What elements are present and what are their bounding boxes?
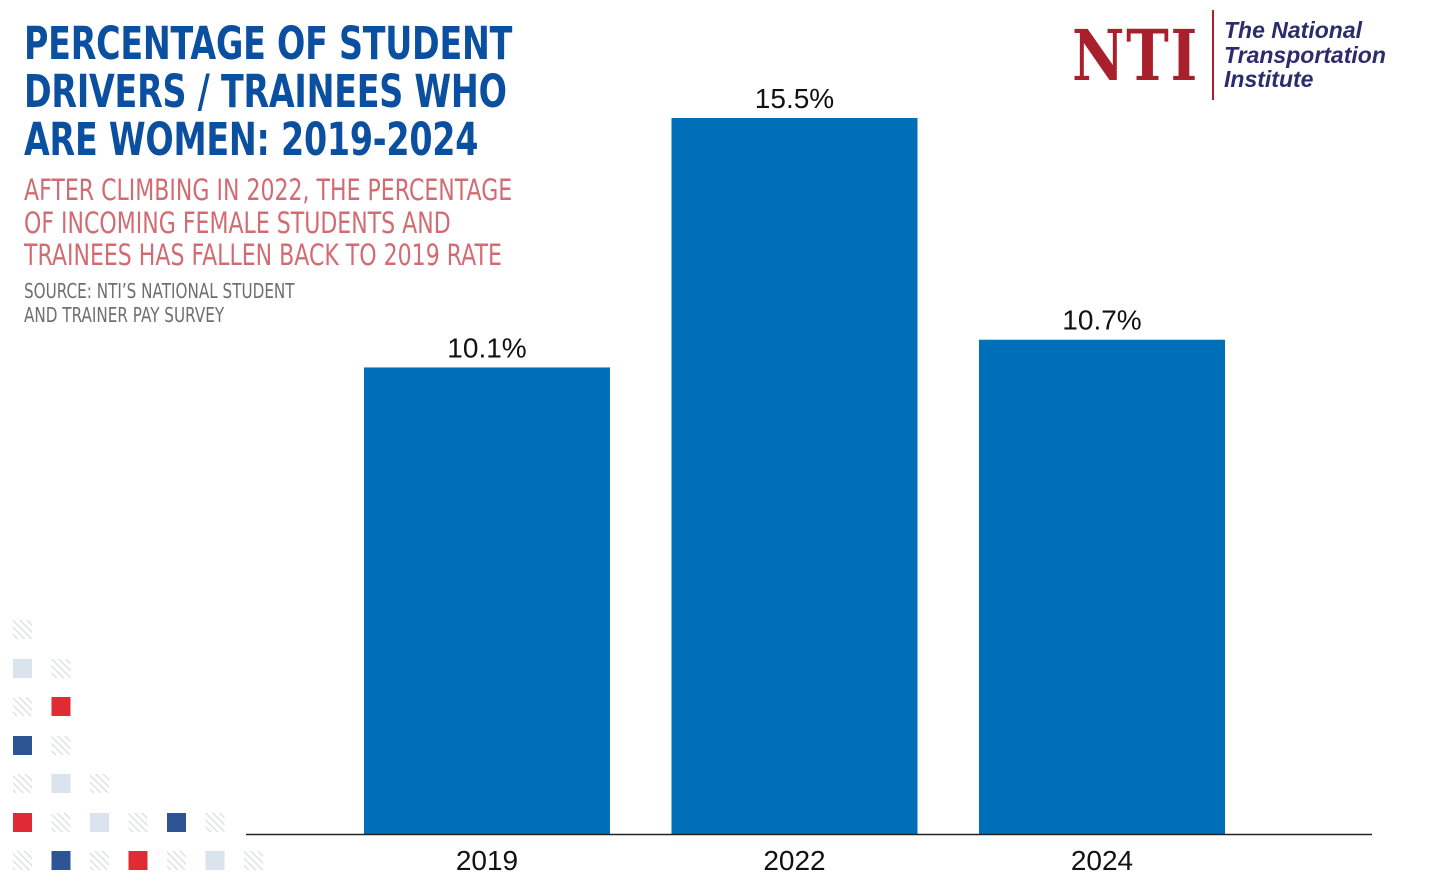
hatched-square [51,736,71,755]
light-square [90,813,109,832]
light-square [205,851,225,870]
blue-square [167,813,186,832]
blue-square [13,736,32,755]
chart-subtitle: AFTER CLIMBING IN 2022, THE PERCENTAGE O… [24,174,602,272]
chart-source-line: AND TRAINER PAY SURVEY [24,302,225,327]
value-label-group: 10.1% 15.5% 10.7% [447,83,1141,363]
value-label-2024: 10.7% [1062,305,1141,336]
red-square [128,851,148,870]
hatched-square [90,851,109,870]
hatched-square [51,659,71,678]
hatched-square [13,697,32,716]
blue-square [51,851,71,870]
hatched-square [128,813,148,832]
light-square [13,659,32,678]
nti-logo-mark: NTI [1072,14,1199,97]
nti-logo: NTI The National Transportation Institut… [1072,10,1422,102]
hatched-square [244,851,263,870]
chart-title-line: PERCENTAGE OF STUDENT [24,17,513,70]
chart-subtitle-line: AFTER CLIMBING IN 2022, THE PERCENTAGE [24,173,513,207]
chart-title: PERCENTAGE OF STUDENT DRIVERS / TRAINEES… [24,20,546,164]
chart-subtitle-line: TRAINEES HAS FALLEN BACK TO 2019 RATE [24,238,502,272]
value-label-2022: 15.5% [755,83,834,114]
logo-text-line: Transportation [1224,41,1386,68]
light-square [51,774,71,793]
nti-logo-text: The National Transportation Institute [1224,18,1424,92]
x-tick-label-group: 2019 2022 2024 [456,845,1133,876]
x-tick-label-2024: 2024 [1071,845,1133,876]
bar-2022 [671,118,918,834]
logo-text-line: The National [1224,17,1363,43]
logo-text-line: Institute [1224,66,1314,92]
hatched-square [205,813,225,832]
hatched-square [13,620,32,639]
chart-source-line: SOURCE: NTI’S NATIONAL STUDENT [24,279,295,303]
bar-2019 [364,367,610,834]
hatched-square [13,851,32,870]
hatched-square [13,774,32,793]
bar-group [364,118,1225,834]
x-tick-label-2019: 2019 [456,845,518,876]
chart-title-line: DRIVERS / TRAINEES WHO [24,65,507,118]
x-tick-label-2022: 2022 [763,845,825,876]
chart-source-note: SOURCE: NTI’S NATIONAL STUDENT AND TRAIN… [24,279,374,327]
red-square [51,697,71,716]
hatched-square [51,813,71,832]
chart-subtitle-line: OF INCOMING FEMALE STUDENTS AND [24,205,451,240]
value-label-2019: 10.1% [447,332,526,363]
chart-title-line: ARE WOMEN: 2019-2024 [24,113,479,166]
red-square [13,813,32,832]
hatched-square [167,851,186,870]
bar-2024 [979,339,1225,834]
hatched-square [90,774,109,793]
logo-divider [1212,10,1214,100]
